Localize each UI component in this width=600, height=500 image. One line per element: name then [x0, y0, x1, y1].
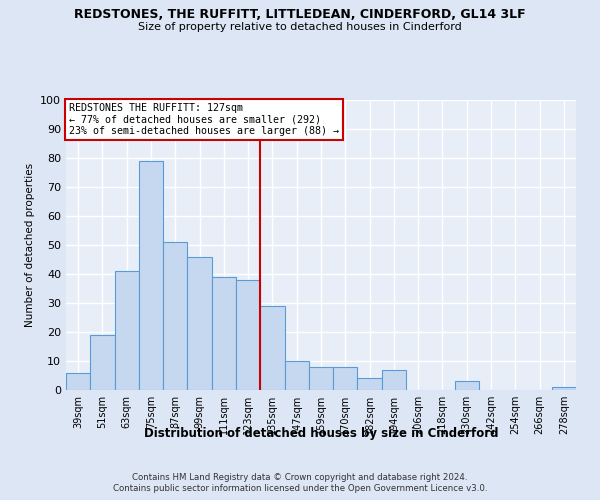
Text: Distribution of detached houses by size in Cinderford: Distribution of detached houses by size … [144, 428, 498, 440]
Bar [212, 277, 236, 390]
Bar [455, 382, 479, 390]
Bar [260, 306, 284, 390]
Bar [333, 367, 358, 390]
Bar [358, 378, 382, 390]
Text: Contains HM Land Registry data © Crown copyright and database right 2024.: Contains HM Land Registry data © Crown c… [132, 472, 468, 482]
Bar [115, 271, 139, 390]
Bar [187, 256, 212, 390]
Bar [382, 370, 406, 390]
Bar [284, 361, 309, 390]
Bar [236, 280, 260, 390]
Bar [163, 242, 187, 390]
Text: REDSTONES THE RUFFITT: 127sqm
← 77% of detached houses are smaller (292)
23% of : REDSTONES THE RUFFITT: 127sqm ← 77% of d… [68, 103, 338, 136]
Text: Contains public sector information licensed under the Open Government Licence v3: Contains public sector information licen… [113, 484, 487, 493]
Text: REDSTONES, THE RUFFITT, LITTLEDEAN, CINDERFORD, GL14 3LF: REDSTONES, THE RUFFITT, LITTLEDEAN, CIND… [74, 8, 526, 20]
Text: Size of property relative to detached houses in Cinderford: Size of property relative to detached ho… [138, 22, 462, 32]
Y-axis label: Number of detached properties: Number of detached properties [25, 163, 35, 327]
Bar [309, 367, 333, 390]
Bar [66, 372, 90, 390]
Bar [90, 335, 115, 390]
Bar [552, 387, 576, 390]
Bar [139, 161, 163, 390]
